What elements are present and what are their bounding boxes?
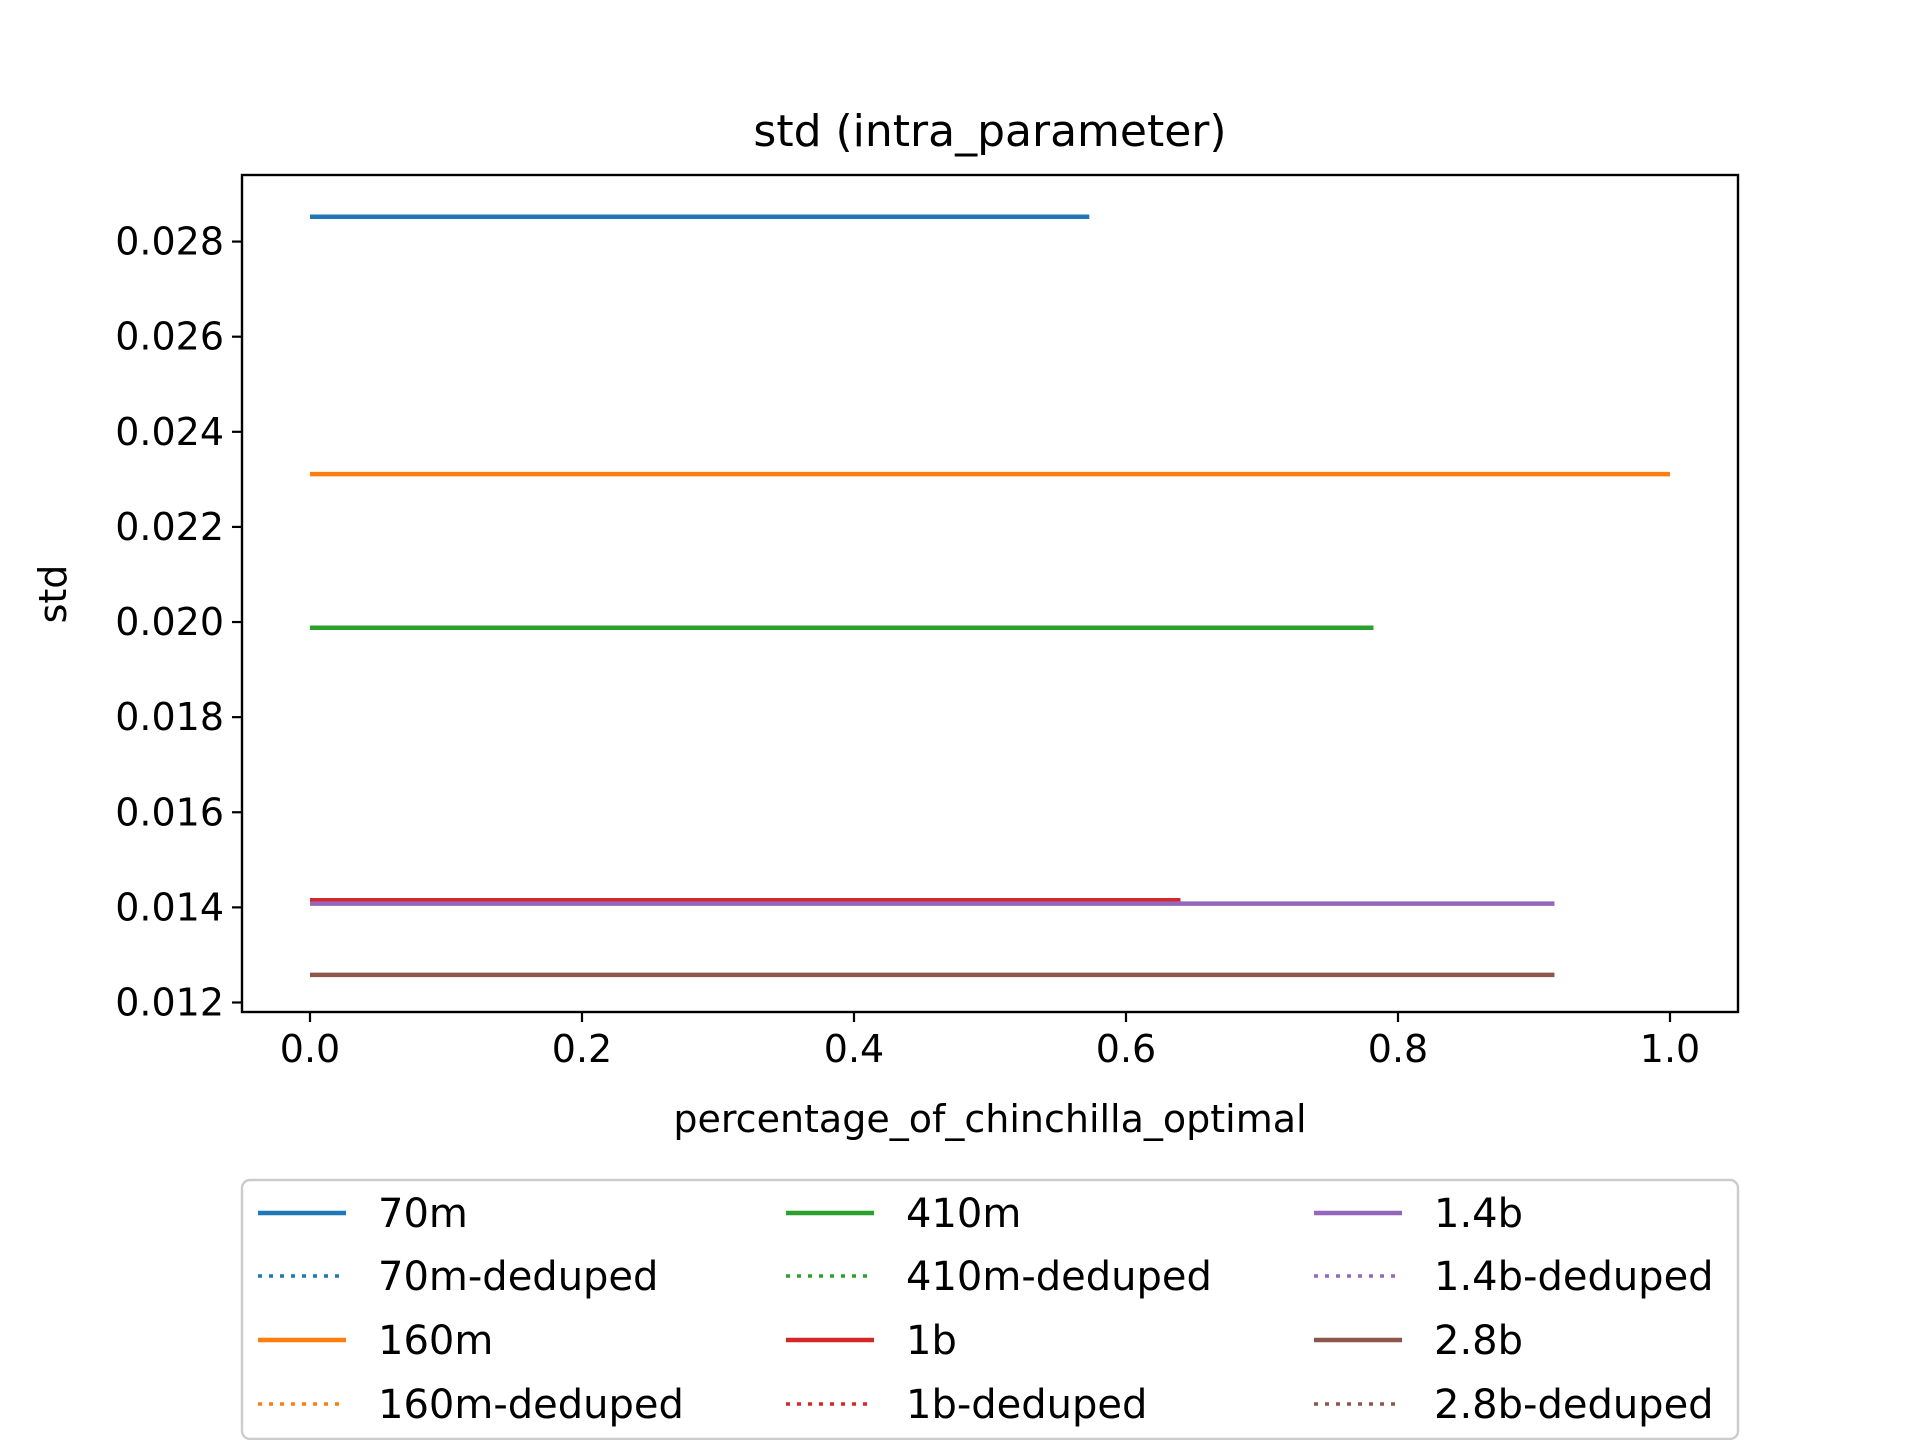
y-tick-label: 0.012 xyxy=(115,980,224,1024)
x-axis-title: percentage_of_chinchilla_optimal xyxy=(673,1097,1306,1141)
y-tick-label: 0.018 xyxy=(115,695,224,739)
legend: 70m 70m-deduped 160m 160m-deduped 410m 410m-d… xyxy=(240,1178,1740,1440)
legend-label-1b: 1b xyxy=(906,1318,957,1364)
y-tick-label: 0.028 xyxy=(115,220,224,264)
y-axis: 0.012 0.014 0.016 0.018 0.020 0.022 0.024 0.026… xyxy=(115,220,242,1024)
y-tick-label: 0.024 xyxy=(115,410,224,454)
x-tick-label: 0.4 xyxy=(824,1027,884,1071)
x-tick-label: 0.8 xyxy=(1368,1027,1428,1071)
x-tick-label: 1.0 xyxy=(1640,1027,1700,1071)
y-tick-label: 0.016 xyxy=(115,790,224,834)
x-axis: 0.0 0.2 0.4 0.6 0.8 1.0 xyxy=(280,1012,1700,1071)
legend-label-410m-deduped: 410m-deduped xyxy=(906,1254,1212,1300)
x-tick-label: 0.2 xyxy=(552,1027,612,1071)
y-tick-label: 0.022 xyxy=(115,505,224,549)
chart-title: std (intra_parameter) xyxy=(753,106,1226,157)
legend-frame xyxy=(240,1178,1740,1440)
y-tick-label: 0.020 xyxy=(115,600,224,644)
legend-label-410m: 410m xyxy=(906,1191,1021,1237)
y-axis-title: std xyxy=(31,565,75,624)
legend-label-160m-deduped: 160m-deduped xyxy=(378,1382,684,1428)
legend-items: 70m 70m-deduped 160m 160m-deduped 410m 410m-d… xyxy=(258,1191,1714,1428)
y-tick-label: 0.014 xyxy=(115,885,224,929)
x-tick-label: 0.6 xyxy=(1096,1027,1156,1071)
legend-label-160m: 160m xyxy=(378,1318,493,1364)
y-tick-label: 0.026 xyxy=(115,315,224,359)
legend-label-2.8b-deduped: 2.8b-deduped xyxy=(1434,1382,1714,1428)
legend-label-70m-deduped: 70m-deduped xyxy=(378,1254,658,1300)
series-layer xyxy=(310,214,1670,978)
legend-label-1.4b-deduped: 1.4b-deduped xyxy=(1434,1254,1714,1300)
legend-label-1.4b: 1.4b xyxy=(1434,1191,1523,1237)
plot-area xyxy=(240,173,1740,1014)
legend-label-70m: 70m xyxy=(378,1191,468,1237)
x-tick-label: 0.0 xyxy=(280,1027,340,1071)
legend-label-2.8b: 2.8b xyxy=(1434,1318,1523,1364)
legend-label-1b-deduped: 1b-deduped xyxy=(906,1382,1147,1428)
axes-frame xyxy=(240,173,1740,1014)
